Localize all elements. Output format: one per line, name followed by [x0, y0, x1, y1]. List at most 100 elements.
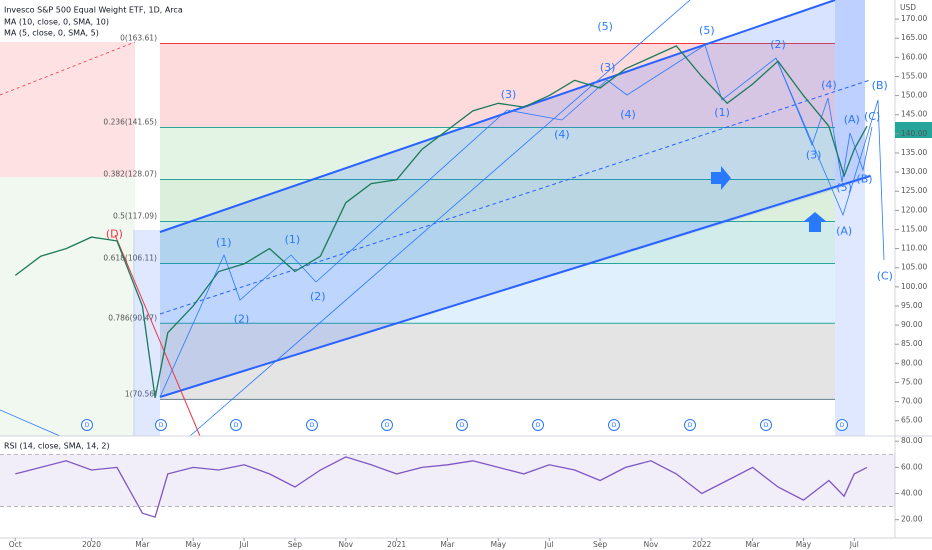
wave-label: (3): [806, 148, 822, 161]
channel-lower: [159, 175, 871, 398]
y-tick-label: 85.00: [901, 339, 923, 348]
dividend-marker: [532, 419, 544, 431]
wave-label: (1): [285, 233, 301, 246]
wave-label: (B): [872, 79, 888, 92]
y-tick-label: 155.00: [901, 71, 927, 80]
y-tick-label: 80.00: [901, 436, 923, 445]
wave-label: (1): [216, 236, 232, 249]
y-tick-label: 120.00: [901, 205, 927, 214]
x-tick-label: Sep: [288, 540, 302, 549]
y-tick-label: 125.00: [901, 186, 927, 195]
fib-label: 0.618(106.11): [103, 253, 157, 262]
dividend-letter: D: [688, 422, 693, 429]
x-tick-label: Nov: [338, 540, 353, 549]
last-price-box: [895, 122, 932, 138]
plot: 0(163.61) 0.236(141.65) 0.382(128.07) 0.5(1…: [0, 0, 885, 437]
y-tick-label: 70.00: [901, 397, 923, 406]
dividend-letter: D: [385, 422, 390, 429]
y-tick-label: 75.00: [901, 377, 923, 386]
indicator-label: MA (10, close, 0, SMA, 10): [4, 18, 109, 27]
channel-mid: [159, 79, 871, 315]
dividend-marker: [684, 419, 696, 431]
trend-line: [114, 234, 201, 437]
wave-label: (C): [864, 110, 880, 123]
x-tick-label: 2020: [82, 540, 101, 549]
y-tick-label: 140.00: [901, 129, 927, 138]
wave-label: (2): [310, 290, 326, 303]
y-tick-label: 130.00: [901, 167, 927, 176]
x-tick-label: Mar: [746, 540, 761, 549]
currency-label: USD: [900, 3, 916, 12]
wave-label: (4): [620, 108, 636, 121]
fib-label: 0.236(141.65): [103, 118, 157, 127]
rsi-title: RSI (14, close, SMA, 14, 2): [4, 442, 110, 451]
y-tick-label: 150.00: [901, 91, 927, 100]
wave-label: (5): [699, 24, 715, 37]
left-zone: [0, 177, 135, 436]
indicator-label: MA (5, close, 0, SMA, 5): [4, 29, 99, 38]
wave-label: (C): [877, 270, 893, 283]
dividend-marker: [608, 419, 620, 431]
x-tick-label: Jul: [239, 540, 249, 549]
fib-zone: [160, 43, 835, 128]
y-tick-label: 115.00: [901, 224, 927, 233]
y-tick-label: 165.00: [901, 33, 927, 42]
wave-label: (5): [597, 20, 613, 33]
dividend-letter: D: [764, 422, 769, 429]
dividend-marker: [836, 419, 848, 431]
trend-line: [0, 41, 136, 96]
fib-label: 0.382(128.07): [103, 169, 157, 178]
dividend-letter: D: [234, 422, 239, 429]
fib-label: 0.786(90.47): [108, 313, 157, 322]
left-zone: [0, 42, 135, 177]
dividend-letter: D: [85, 422, 90, 429]
dividend-letter: D: [840, 422, 845, 429]
arrow-up: [803, 212, 827, 232]
wave-label: (B): [856, 172, 872, 185]
y-tick-label: 95.00: [901, 301, 923, 310]
y-tick-label: 60.00: [901, 462, 923, 471]
y-tick-label: 145.00: [901, 110, 927, 119]
wave-label: (3): [501, 88, 517, 101]
x-tick-label: May: [185, 540, 201, 549]
dividend-marker: [306, 419, 318, 431]
dividend-letter: D: [536, 422, 541, 429]
fib-zone: [160, 263, 835, 324]
fib-label: 1(70.56): [125, 389, 157, 398]
arrow-right: [711, 166, 731, 190]
y-tick-label: 80.00: [901, 358, 923, 367]
channel-fill: [160, 0, 865, 397]
dividend-marker: [81, 419, 93, 431]
fib-label: 0.5(117.09): [113, 211, 157, 220]
x-tick-label: Sep: [593, 540, 607, 549]
wave-lines: [775, 57, 885, 261]
y-tick-label: 105.00: [901, 263, 927, 272]
x-tick-label: Jul: [544, 540, 554, 549]
rsi-band: [0, 454, 895, 507]
fib-label: 0(163.61): [120, 34, 157, 43]
x-tick-label: Nov: [644, 540, 659, 549]
trend-line: [0, 409, 61, 437]
y-tick-label: 160.00: [901, 52, 927, 61]
y-tick-label: 170.00: [901, 14, 927, 23]
y-tick-label: 110.00: [901, 244, 927, 253]
y-tick-label: 40.00: [901, 489, 923, 498]
dividend-letter: D: [612, 422, 617, 429]
series-line: [14, 45, 868, 398]
wave-label: (A): [836, 224, 852, 237]
highlight: [835, 0, 865, 436]
wave-label: (4): [821, 78, 837, 91]
dividend-letter: D: [310, 422, 315, 429]
wave-label: (1): [714, 106, 730, 119]
x-tick-label: Jul: [849, 540, 859, 549]
wave-label: (2): [234, 312, 250, 325]
wave-label: (2): [770, 38, 786, 51]
x-tick-label: Mar: [135, 540, 150, 549]
x-tick-label: Oct: [9, 540, 22, 549]
x-tick-label: May: [796, 540, 812, 549]
channel-upper: [159, 0, 836, 233]
y-tick-label: 100.00: [901, 282, 927, 291]
y-tick-label: 90.00: [901, 320, 923, 329]
